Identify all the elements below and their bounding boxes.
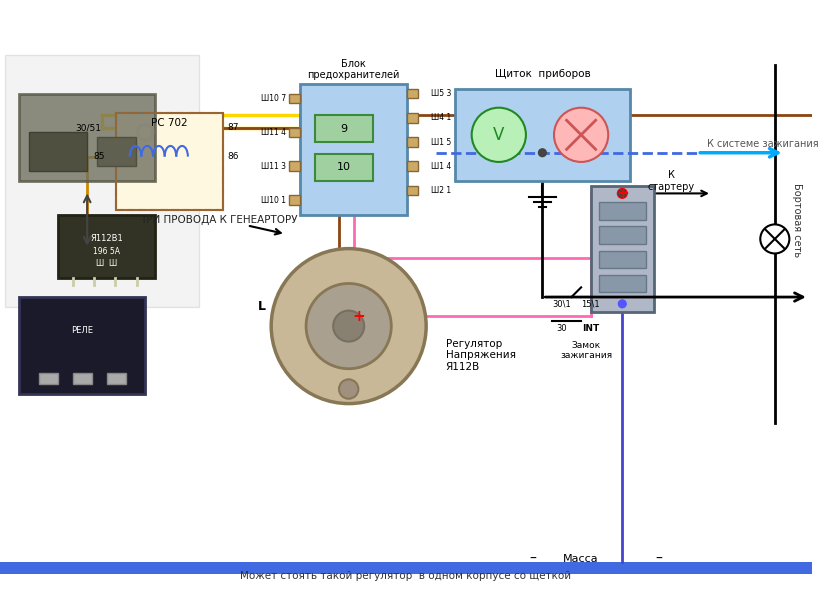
Bar xyxy=(455,89,629,181)
Text: Ш1 5: Ш1 5 xyxy=(431,137,451,147)
Text: 9: 9 xyxy=(340,124,348,134)
Bar xyxy=(288,94,300,103)
Circle shape xyxy=(306,284,391,369)
Text: 86: 86 xyxy=(228,152,239,161)
Text: 85: 85 xyxy=(93,152,105,161)
Text: 30: 30 xyxy=(556,324,567,333)
Bar xyxy=(39,373,58,384)
Bar xyxy=(315,115,373,142)
Text: Масса: Масса xyxy=(563,553,599,564)
Text: РЕЛЕ: РЕЛЕ xyxy=(71,327,93,336)
Bar xyxy=(300,84,406,215)
Text: Ш  Ш: Ш Ш xyxy=(96,259,117,268)
Circle shape xyxy=(618,300,626,307)
Bar xyxy=(598,202,646,220)
Text: К системе зажигания: К системе зажигания xyxy=(707,139,819,149)
Text: Ш10 1: Ш10 1 xyxy=(261,196,286,205)
Text: L: L xyxy=(258,300,266,313)
Bar xyxy=(315,153,373,181)
Text: 87: 87 xyxy=(228,123,239,132)
Text: 30\1: 30\1 xyxy=(552,299,572,308)
Text: Ш5 3: Ш5 3 xyxy=(431,89,452,98)
Text: Замок
зажигания: Замок зажигания xyxy=(560,341,612,360)
Circle shape xyxy=(472,107,526,162)
Text: Ш1 4: Ш1 4 xyxy=(431,162,451,171)
Bar xyxy=(288,161,300,171)
Circle shape xyxy=(554,107,608,162)
Text: INT: INT xyxy=(582,324,599,333)
Text: Ш4 1: Ш4 1 xyxy=(431,113,451,122)
Text: Ш2 1: Ш2 1 xyxy=(431,186,451,195)
Text: 15\1: 15\1 xyxy=(582,299,600,308)
Bar xyxy=(116,113,223,210)
Circle shape xyxy=(272,248,427,404)
Text: Бортовая сеть: Бортовая сеть xyxy=(792,183,802,257)
Text: –: – xyxy=(655,552,662,565)
Text: Ш11 3: Ш11 3 xyxy=(261,162,286,171)
Bar xyxy=(598,275,646,292)
Bar xyxy=(406,161,418,171)
Text: К
стартеру: К стартеру xyxy=(648,170,695,192)
Circle shape xyxy=(334,310,365,341)
Bar xyxy=(591,186,654,312)
Bar xyxy=(19,297,145,394)
Bar xyxy=(406,113,418,123)
Text: Ш10 7: Ш10 7 xyxy=(261,94,286,103)
Text: V: V xyxy=(493,126,504,144)
Text: 30/51: 30/51 xyxy=(75,123,101,132)
Bar xyxy=(19,94,155,181)
Bar xyxy=(406,137,418,147)
Text: +: + xyxy=(616,186,628,201)
Circle shape xyxy=(618,189,627,198)
Text: –: – xyxy=(530,552,536,565)
Text: Блок
предохранителей: Блок предохранителей xyxy=(308,59,400,80)
Bar xyxy=(97,137,136,167)
Bar xyxy=(116,113,223,210)
Text: +: + xyxy=(352,309,365,324)
Text: 196 5А: 196 5А xyxy=(93,247,120,256)
Text: Я112В1: Я112В1 xyxy=(91,234,123,243)
Text: Ш11 4: Ш11 4 xyxy=(261,128,286,137)
Text: 10: 10 xyxy=(337,162,351,173)
Bar xyxy=(106,373,126,384)
Bar xyxy=(29,133,87,171)
Bar xyxy=(406,186,418,195)
Text: Щиток  приборов: Щиток приборов xyxy=(494,69,590,79)
Bar xyxy=(406,89,418,99)
Bar xyxy=(598,251,646,268)
Circle shape xyxy=(339,379,359,399)
Text: –: – xyxy=(618,297,626,311)
Text: Может стоять такой регулятор  в одном корпусе со щеткой: Может стоять такой регулятор в одном кор… xyxy=(241,571,572,581)
Circle shape xyxy=(760,224,789,254)
Bar xyxy=(288,128,300,137)
Circle shape xyxy=(539,149,546,156)
Bar xyxy=(73,373,92,384)
Text: РС 702: РС 702 xyxy=(151,118,188,128)
Text: Регулятор
Напряжения
Я112В: Регулятор Напряжения Я112В xyxy=(446,338,515,372)
Bar xyxy=(58,215,155,278)
Bar xyxy=(0,562,812,574)
Bar xyxy=(288,195,300,205)
Bar xyxy=(5,55,199,307)
Circle shape xyxy=(618,189,626,197)
Text: ТРИ ПРОВОДА К ГЕНЕАРТОРУ: ТРИ ПРОВОДА К ГЕНЕАРТОРУ xyxy=(141,214,298,224)
Bar xyxy=(598,226,646,244)
